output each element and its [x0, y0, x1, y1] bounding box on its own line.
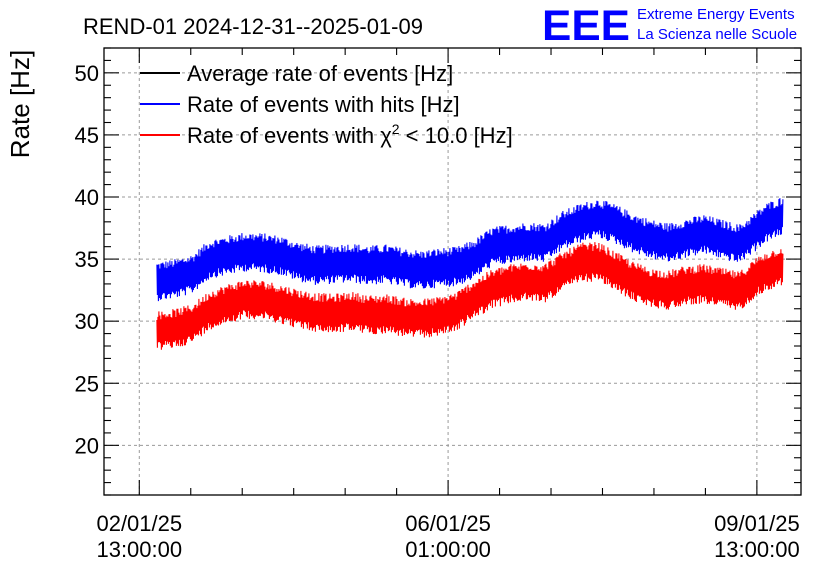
y-tick-label: 40: [75, 185, 99, 210]
y-tick-label: 20: [75, 433, 99, 458]
legend-label-hits: Rate of events with hits [Hz]: [187, 92, 460, 117]
legend: Average rate of events [Hz] Rate of event…: [140, 61, 513, 148]
legend-label-chi2: Rate of events with χ2 < 10.0 [Hz]: [187, 121, 513, 148]
eee-logo-line1: Extreme Energy Events: [637, 6, 795, 23]
y-tick-label: 35: [75, 247, 99, 272]
axis-layer: 2025303540455002/01/2513:00:0006/01/2501…: [75, 47, 801, 562]
series-layer: [156, 198, 784, 350]
eee-logo: EEE Extreme Energy Events La Scienza nel…: [542, 2, 797, 50]
y-axis-label: Rate [Hz]: [5, 50, 35, 158]
legend-label-avg: Average rate of events [Hz]: [187, 61, 453, 86]
x-tick-label-time: 13:00:00: [96, 537, 182, 562]
y-tick-label: 50: [75, 61, 99, 86]
x-tick-label-time: 01:00:00: [405, 537, 491, 562]
y-tick-label: 45: [75, 123, 99, 148]
x-tick-label-time: 13:00:00: [714, 537, 800, 562]
x-tick-label-date: 02/01/25: [96, 511, 182, 536]
eee-logo-line2: La Scienza nelle Scuole: [637, 26, 797, 43]
series-hits: [156, 198, 784, 302]
x-tick-label-date: 06/01/25: [405, 511, 491, 536]
chart-title: REND-01 2024-12-31--2025-01-09: [83, 14, 423, 39]
y-tick-label: 25: [75, 371, 99, 396]
eee-logo-mark: EEE: [542, 2, 630, 50]
y-tick-label: 30: [75, 309, 99, 334]
x-tick-label-date: 09/01/25: [714, 511, 800, 536]
series-chi2: [156, 242, 784, 350]
